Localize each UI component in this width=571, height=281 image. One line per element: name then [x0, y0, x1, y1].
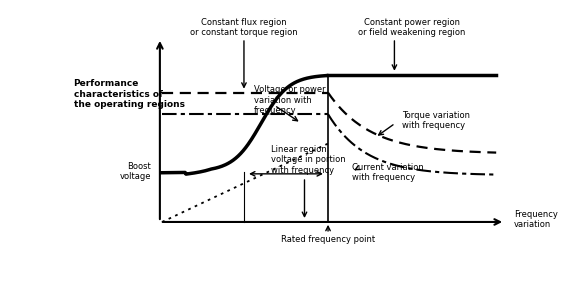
Text: Torque variation
with frequency: Torque variation with frequency [402, 111, 470, 130]
Text: Frequency
variation: Frequency variation [514, 210, 558, 230]
Text: Constant flux region
or constant torque region: Constant flux region or constant torque … [190, 18, 297, 37]
Text: Constant power region
or field weakening region: Constant power region or field weakening… [359, 18, 466, 37]
Text: Boost
voltage: Boost voltage [119, 162, 151, 181]
Text: Rated frequency point: Rated frequency point [281, 235, 375, 244]
Text: Performance
characteristics of
the operating regions: Performance characteristics of the opera… [74, 80, 184, 109]
Text: Voltage or power
variation with
frequency: Voltage or power variation with frequenc… [254, 85, 325, 115]
Text: Linear region
voltage in portion
with frequency: Linear region voltage in portion with fr… [271, 145, 345, 175]
Text: Current variation
with frequency: Current variation with frequency [352, 163, 423, 182]
